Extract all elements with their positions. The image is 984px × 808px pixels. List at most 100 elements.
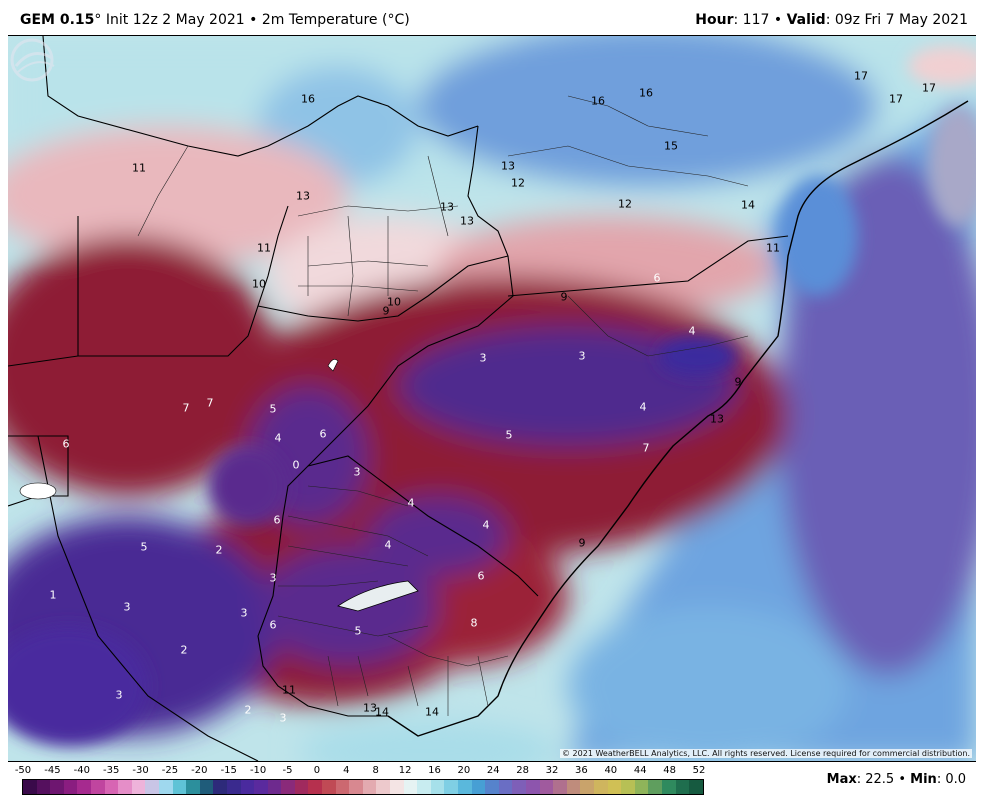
colorbar-segment [417, 780, 431, 794]
map-label: 9 [382, 304, 390, 318]
colorbar-segment [689, 780, 703, 794]
map-label: 7 [642, 441, 650, 455]
map-label: 3 [353, 465, 361, 479]
map-label: 12 [618, 197, 632, 211]
map-label: 6 [269, 618, 277, 632]
map-label: 17 [922, 81, 936, 95]
colorbar-segment [349, 780, 363, 794]
colorbar-tick-label: 16 [428, 765, 441, 776]
map-label: 5 [140, 540, 148, 554]
map-label: 14 [375, 705, 389, 719]
colorbar-segment [376, 780, 391, 794]
map-label: 3 [240, 606, 248, 620]
map-header: GEM 0.15° Init 12z 2 May 2021 • 2m Tempe… [0, 0, 984, 36]
map-label: 4 [274, 431, 282, 445]
map-label: 10 [252, 277, 266, 291]
map-label: 10 [387, 295, 401, 309]
map-label: 11 [282, 683, 296, 697]
map-label: 7 [182, 401, 190, 415]
colorbar-tick-label: 8 [372, 765, 379, 776]
colorbar-tick-label: -10 [249, 765, 267, 776]
copyright-notice: © 2021 WeatherBELL Analytics, LLC. All r… [560, 749, 972, 758]
map-label: 13 [296, 189, 310, 203]
colorbar-segment [471, 780, 486, 794]
colorbar-segment [458, 780, 472, 794]
colorbar-tick-label: -50 [14, 765, 32, 776]
colorbar-segment [131, 780, 146, 794]
map-label: 11 [257, 241, 271, 255]
map-label: 3 [269, 571, 277, 585]
colorbar-tick-label: 28 [516, 765, 530, 776]
map-label: 4 [639, 400, 647, 414]
init-time: ° Init 12z 2 May 2021 [94, 12, 245, 28]
map-label: 4 [384, 538, 392, 552]
map-label: 17 [854, 69, 868, 83]
colorbar-segment [634, 780, 649, 794]
max-min-readout: Max: 22.5 • Min: 0.0 [826, 772, 966, 787]
colorbar-tick-label: -30 [132, 765, 149, 776]
colorbar-segment [566, 780, 581, 794]
colorbar-segment [186, 780, 200, 794]
colorbar-segment [390, 780, 404, 794]
map-label: 16 [301, 92, 315, 106]
colorbar-tick-label: 36 [575, 765, 588, 776]
temperature-map: 17 17 17 16 16 16 15 13 12 12 14 11 13 1… [8, 35, 976, 762]
colorbar-segment [90, 780, 105, 794]
colorbar-segment [172, 780, 187, 794]
colorbar-segment [158, 780, 173, 794]
map-label: 4 [688, 324, 696, 338]
colorbar-tick-label: 48 [663, 765, 676, 776]
map-label: 3 [115, 688, 123, 702]
colorbar-strip [22, 779, 704, 795]
map-label: 3 [578, 349, 586, 363]
map-label: 6 [62, 437, 70, 451]
colorbar-legend: -50 -45 -40 -35 -30 -25 -20 -15 -10 -5 0 4 8 12 16 20 24… [15, 765, 710, 803]
colorbar-segment [77, 780, 91, 794]
model-name: GEM 0.15 [20, 12, 95, 28]
colorbar-segment [23, 780, 37, 794]
map-label: 13 [363, 701, 377, 715]
colorbar-segment [485, 780, 499, 794]
colorbar-segment [308, 780, 323, 794]
colorbar-tick-label: 44 [633, 765, 647, 776]
colorbar-tick-label: -20 [191, 765, 208, 776]
map-label: 15 [664, 139, 678, 153]
map-label: 5 [505, 428, 513, 442]
colorbar-segment [525, 780, 540, 794]
colorbar-tick-label: -5 [282, 765, 293, 776]
max-value: : 22.5 [856, 772, 895, 787]
map-label: 6 [477, 569, 485, 583]
hour-label: Hour [695, 12, 734, 28]
colorbar-segment [444, 780, 458, 794]
colorbar-segment [294, 780, 309, 794]
colorbar-tick-label: -35 [103, 765, 120, 776]
colorbar-segment [580, 780, 594, 794]
map-label: 13 [460, 214, 474, 228]
colorbar-segment [118, 780, 132, 794]
colorbar-tick-label: -25 [161, 765, 179, 776]
colorbar-segment [362, 780, 377, 794]
colorbar-tick-label: -15 [220, 765, 237, 776]
colorbar-tick-label: 4 [343, 765, 350, 776]
weatherbell-logo [10, 38, 55, 82]
map-label: 5 [269, 402, 277, 416]
min-label: Min [910, 772, 937, 787]
colorbar-tick-label: 0 [313, 765, 321, 776]
map-label: 2 [180, 643, 188, 657]
colorbar-segment [104, 780, 119, 794]
map-label: 11 [766, 241, 780, 255]
colorbar-segment [240, 780, 255, 794]
colorbar-segment [281, 780, 295, 794]
colorbar-segment [621, 780, 635, 794]
map-label: 4 [407, 496, 415, 510]
colorbar-tick-label: -40 [73, 765, 90, 776]
colorbar-tick-label: 20 [457, 765, 471, 776]
colorbar-tick-label: 52 [692, 765, 706, 776]
map-canvas [8, 36, 976, 761]
colorbar-segment [498, 780, 513, 794]
map-label: 9 [578, 536, 586, 550]
map-label: 17 [889, 92, 903, 106]
max-label: Max [826, 772, 857, 787]
map-label: 5 [354, 624, 362, 638]
map-label: 2 [244, 703, 252, 717]
